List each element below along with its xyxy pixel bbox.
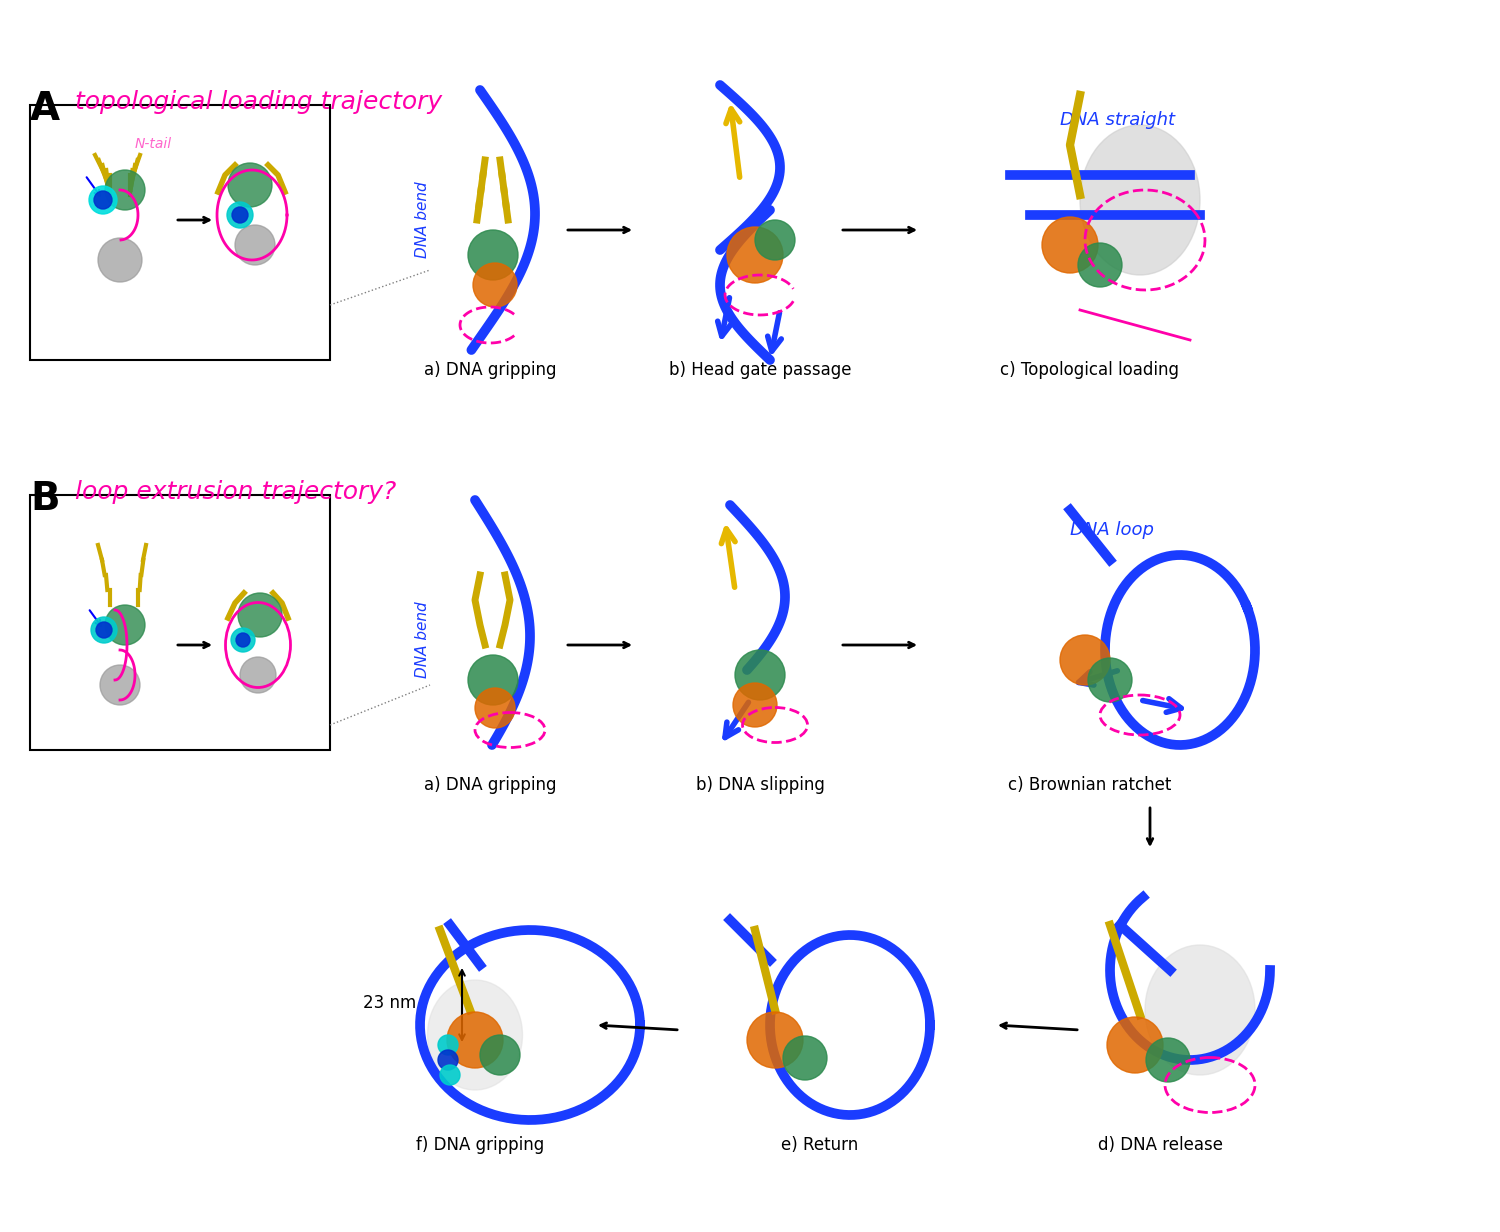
Circle shape xyxy=(1088,658,1132,702)
Circle shape xyxy=(238,593,282,637)
Circle shape xyxy=(231,628,255,652)
Circle shape xyxy=(92,617,117,643)
Circle shape xyxy=(236,633,250,647)
Circle shape xyxy=(735,650,784,700)
Circle shape xyxy=(754,221,795,260)
Text: N-tail: N-tail xyxy=(135,137,172,152)
Circle shape xyxy=(783,1036,826,1080)
Circle shape xyxy=(728,227,783,283)
Circle shape xyxy=(232,207,248,223)
Ellipse shape xyxy=(1080,124,1200,275)
Text: e) Return: e) Return xyxy=(782,1136,858,1154)
Circle shape xyxy=(438,1050,458,1071)
Circle shape xyxy=(88,186,117,214)
Ellipse shape xyxy=(1144,945,1256,1076)
Text: B: B xyxy=(30,480,60,517)
FancyBboxPatch shape xyxy=(30,105,330,360)
Circle shape xyxy=(100,665,140,705)
Circle shape xyxy=(472,262,518,307)
Text: b) Head gate passage: b) Head gate passage xyxy=(669,361,852,379)
Circle shape xyxy=(476,687,514,728)
Text: a) DNA gripping: a) DNA gripping xyxy=(424,361,556,379)
Circle shape xyxy=(438,1035,458,1055)
Text: a) DNA gripping: a) DNA gripping xyxy=(424,776,556,793)
Ellipse shape xyxy=(427,979,522,1090)
Text: c) Brownian ratchet: c) Brownian ratchet xyxy=(1008,776,1172,793)
Circle shape xyxy=(1060,634,1110,685)
Circle shape xyxy=(98,238,142,282)
Text: 23 nm: 23 nm xyxy=(363,994,417,1011)
Circle shape xyxy=(105,170,146,209)
Circle shape xyxy=(468,230,518,280)
Circle shape xyxy=(1042,217,1098,274)
Text: f) DNA gripping: f) DNA gripping xyxy=(416,1136,544,1154)
Text: DNA bend: DNA bend xyxy=(416,601,430,679)
Text: topological loading trajectory: topological loading trajectory xyxy=(75,90,442,115)
FancyBboxPatch shape xyxy=(30,495,330,750)
Text: d) DNA release: d) DNA release xyxy=(1098,1136,1222,1154)
Circle shape xyxy=(94,191,112,209)
Circle shape xyxy=(1107,1016,1162,1073)
Text: b) DNA slipping: b) DNA slipping xyxy=(696,776,825,793)
Circle shape xyxy=(228,163,272,207)
Circle shape xyxy=(1146,1039,1190,1082)
Circle shape xyxy=(480,1035,520,1076)
Text: loop extrusion trajectory?: loop extrusion trajectory? xyxy=(75,480,396,504)
Text: A: A xyxy=(30,90,60,128)
Circle shape xyxy=(1078,243,1122,287)
Text: DNA straight: DNA straight xyxy=(1060,111,1174,129)
Text: DNA bend: DNA bend xyxy=(416,181,430,259)
Circle shape xyxy=(747,1011,802,1068)
Circle shape xyxy=(226,202,254,228)
Circle shape xyxy=(240,657,276,692)
Circle shape xyxy=(447,1011,503,1068)
Text: DNA loop: DNA loop xyxy=(1070,521,1154,540)
Circle shape xyxy=(734,683,777,727)
Circle shape xyxy=(468,655,518,705)
Circle shape xyxy=(96,622,112,638)
Text: c) Topological loading: c) Topological loading xyxy=(1000,361,1179,379)
Circle shape xyxy=(440,1064,460,1085)
Circle shape xyxy=(236,225,274,265)
Circle shape xyxy=(105,605,146,646)
